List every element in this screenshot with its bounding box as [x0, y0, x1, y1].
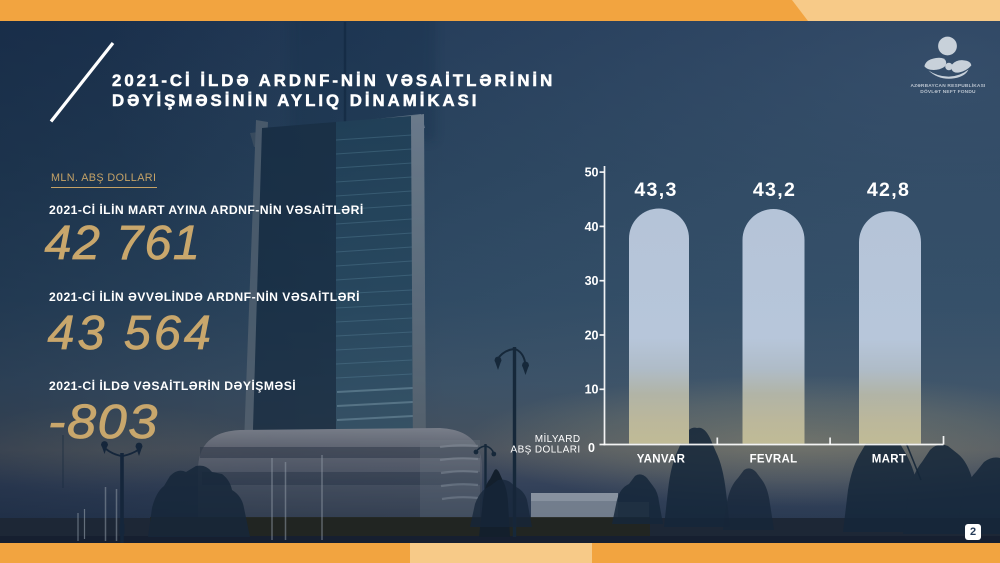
svg-text:43,2: 43,2	[753, 179, 796, 201]
svg-text:10: 10	[585, 383, 599, 397]
svg-text:MİLYARD: MİLYARD	[535, 432, 581, 445]
svg-text:FEVRAL: FEVRAL	[750, 454, 798, 466]
svg-text:ABŞ DOLLARI: ABŞ DOLLARI	[511, 445, 581, 456]
svg-text:43,3: 43,3	[634, 179, 677, 201]
svg-text:0: 0	[588, 441, 595, 455]
svg-text:20: 20	[585, 328, 599, 342]
svg-text:DÖVLƏT NEFT FONDU: DÖVLƏT NEFT FONDU	[920, 88, 976, 95]
svg-text:AZƏRBAYCAN RESPUBLİKASI: AZƏRBAYCAN RESPUBLİKASI	[910, 82, 986, 89]
svg-text:40: 40	[585, 220, 599, 234]
svg-text:42,8: 42,8	[867, 179, 910, 201]
svg-text:YANVAR: YANVAR	[637, 454, 686, 466]
svg-text:30: 30	[585, 274, 599, 288]
svg-text:50: 50	[585, 166, 599, 180]
svg-text:MART: MART	[872, 454, 906, 466]
